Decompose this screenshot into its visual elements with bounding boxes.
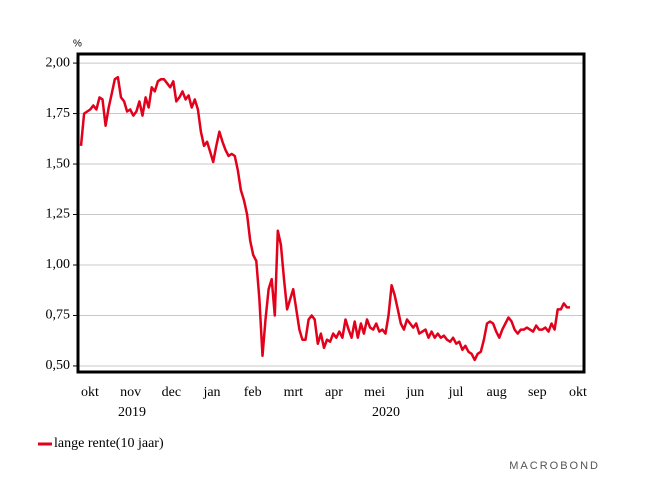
y-tick-label: 0,75: [46, 308, 71, 323]
x-tick-label: feb: [244, 385, 262, 400]
x-tick-label: apr: [325, 385, 343, 400]
x-tick-label: sep: [528, 385, 547, 400]
y-tick-label: 1,25: [46, 207, 71, 222]
year-label: 2019: [118, 405, 146, 420]
x-tick-label: jul: [448, 385, 464, 400]
y-tick-label: 2,00: [46, 55, 71, 70]
x-tick-label: nov: [120, 385, 141, 400]
x-tick-label: okt: [569, 385, 587, 400]
source-logo: MACROBOND: [509, 460, 600, 472]
y-tick-label: 1,50: [46, 156, 71, 171]
unit-label: %: [73, 39, 82, 50]
x-tick-label: mrt: [284, 385, 304, 400]
plot-frame: [76, 52, 586, 374]
x-tick-label: jun: [405, 385, 424, 400]
year-label: 2020: [372, 405, 400, 420]
y-tick-label: 0,50: [46, 358, 71, 373]
x-tick-label: jan: [202, 385, 220, 400]
y-tick-label: 1,00: [46, 257, 71, 272]
data-line: [79, 75, 570, 362]
x-tick-label: mei: [364, 385, 385, 400]
x-tick-label: dec: [162, 385, 181, 400]
x-tick-label: okt: [81, 385, 99, 400]
x-tick-label: aug: [487, 385, 507, 400]
legend-label: lange rente(10 jaar): [54, 436, 164, 451]
y-tick-label: 1,75: [46, 106, 71, 121]
